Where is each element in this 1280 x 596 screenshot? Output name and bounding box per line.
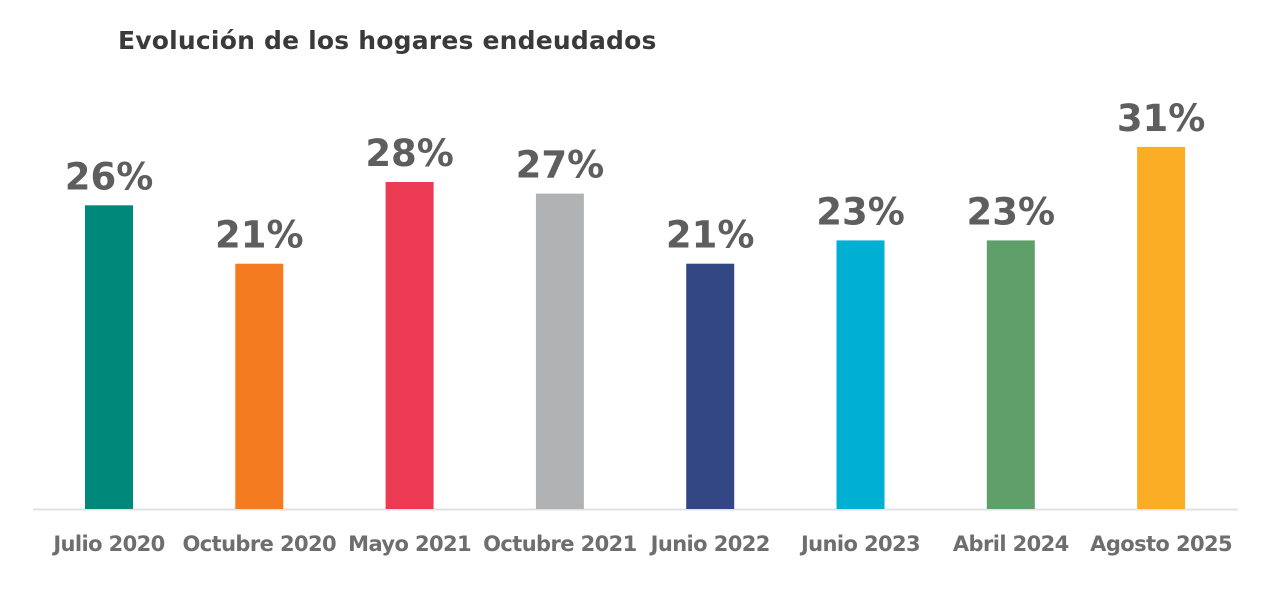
category-labels-group: Julio 2020 Octubre 2020 Mayo 2021 Octubre 2… [51,532,1232,556]
value-label-1: 21% [215,214,304,257]
chart-title: Evolución de los hogares endeudados [118,26,657,55]
bar-6 [986,240,1035,509]
bars-group [85,146,1186,510]
category-label-6: Abril 2024 [953,532,1069,556]
bar-0 [85,205,133,510]
category-label-0: Julio 2020 [51,532,164,556]
value-label-2: 28% [365,132,454,175]
value-label-7: 31% [1117,97,1206,140]
value-label-3: 27% [516,144,605,187]
bar-5 [836,240,885,509]
value-label-4: 21% [666,214,755,257]
bar-7 [1137,146,1186,509]
value-label-6: 23% [967,190,1056,233]
category-label-1: Octubre 2020 [183,532,336,556]
bar-1 [235,263,284,509]
category-label-2: Mayo 2021 [348,532,471,556]
bar-3 [535,193,584,509]
value-label-5: 23% [816,190,905,233]
bar-4 [686,263,735,509]
category-label-3: Octubre 2021 [483,532,636,556]
bar-2 [385,182,434,509]
category-label-7: Agosto 2025 [1090,532,1232,556]
value-labels-group: 26% 21% 28% 27% 21% 23% 23% 31% [65,97,1206,257]
category-label-4: Junio 2022 [649,532,770,556]
category-label-5: Junio 2023 [799,532,920,556]
value-label-0: 26% [65,155,154,198]
